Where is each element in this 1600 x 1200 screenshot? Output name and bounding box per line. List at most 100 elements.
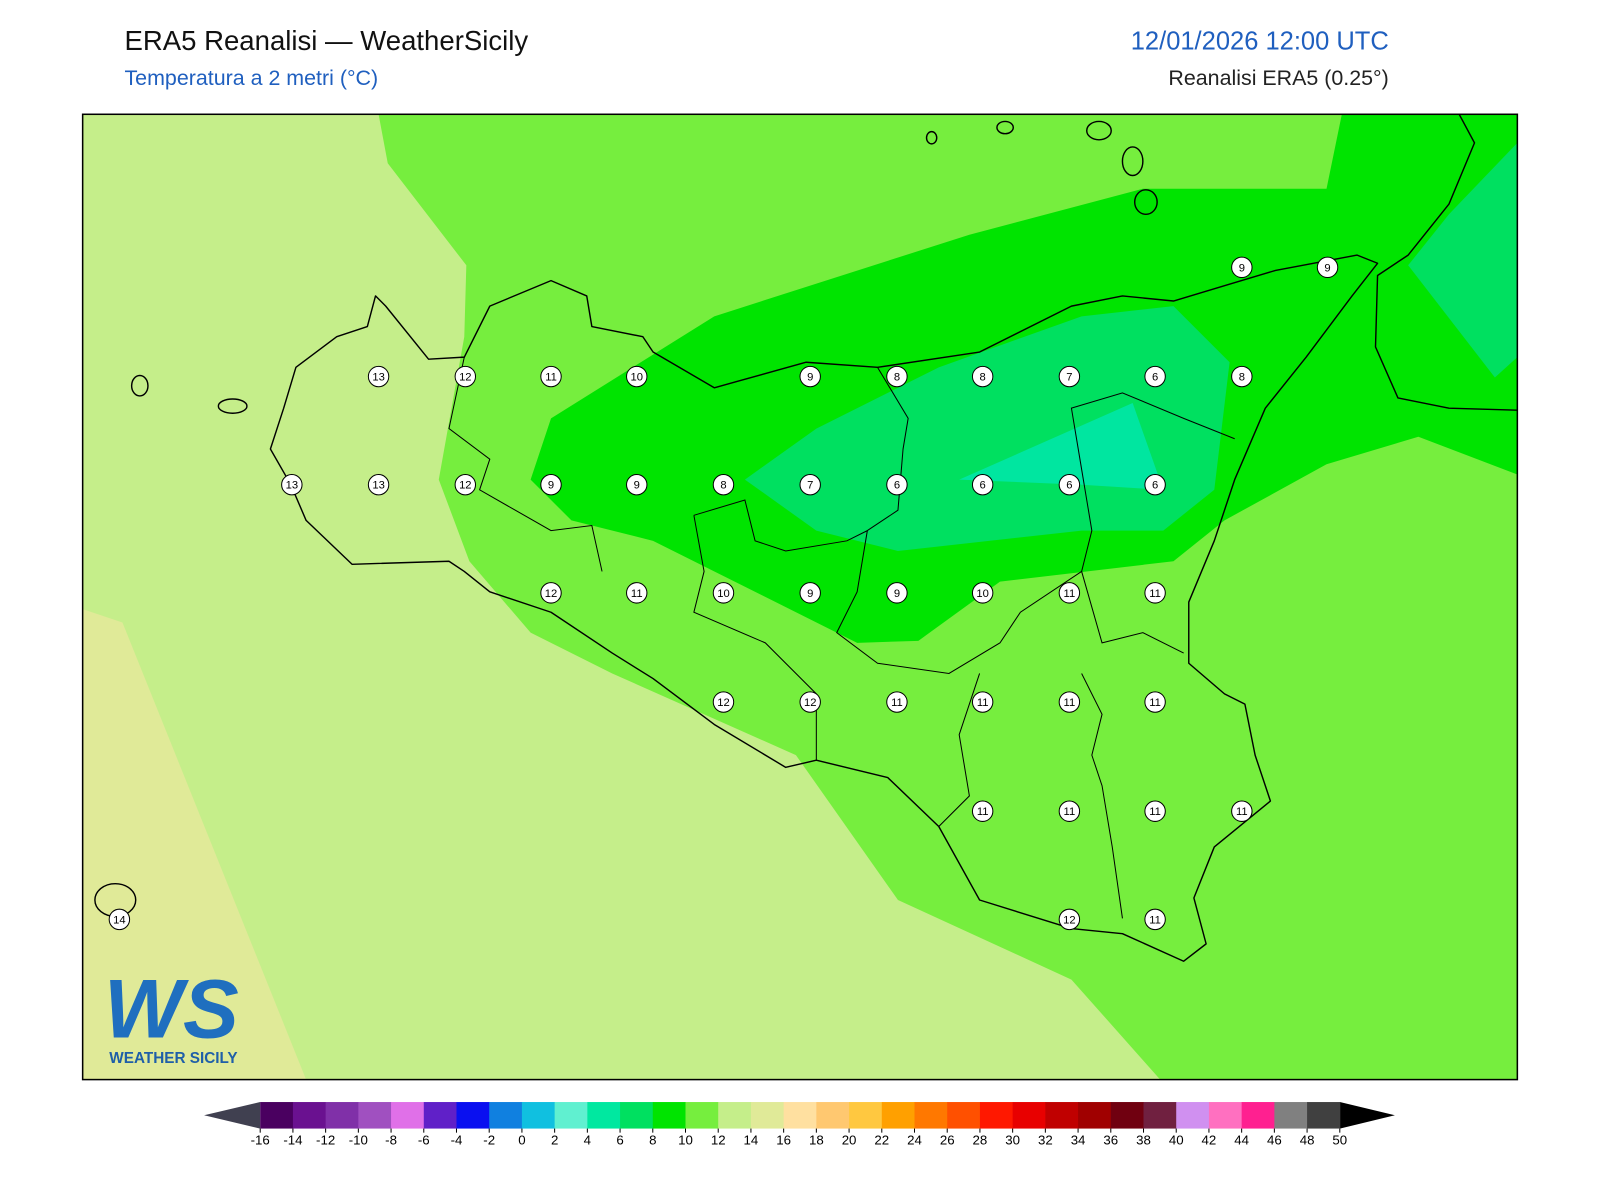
zone-4-6 xyxy=(959,403,1164,490)
station-value: 10 xyxy=(630,372,642,384)
colorbar-tick-label: 10 xyxy=(678,1132,693,1147)
colorbar-segment xyxy=(1307,1102,1341,1129)
station-value: 7 xyxy=(1066,372,1072,384)
colorbar-segment xyxy=(456,1102,490,1129)
station-value: 11 xyxy=(1149,914,1161,926)
colorbar-tick-label: 20 xyxy=(842,1132,857,1147)
colorbar-tick-label: 42 xyxy=(1202,1132,1217,1147)
station-marker xyxy=(626,473,648,496)
station-value: 8 xyxy=(1239,372,1245,384)
zone-6-8 xyxy=(1408,142,1518,378)
station-marker xyxy=(626,582,648,604)
island xyxy=(1133,189,1158,215)
colorbar-tick-label: 44 xyxy=(1234,1132,1249,1147)
station-value: 6 xyxy=(1152,372,1158,384)
colorbar-segment xyxy=(1143,1102,1177,1129)
colorbar-tick-label: 48 xyxy=(1300,1132,1315,1147)
colorbar-segment xyxy=(358,1102,392,1129)
station-value: 11 xyxy=(1149,588,1161,600)
colorbar-tick-label: 2 xyxy=(551,1132,558,1147)
colorbar-tick-label: 38 xyxy=(1136,1132,1151,1147)
coastline-calabria xyxy=(1374,114,1518,411)
coastline xyxy=(269,254,1379,962)
station-marker xyxy=(540,365,562,388)
station-marker xyxy=(712,473,735,496)
station-value: 12 xyxy=(1063,914,1075,926)
colorbar: -16 -14 -12 -10 -8 -6 -4 -2 0 2 4 6 8 10 12 14 16 18 20 22 2… xyxy=(204,1102,1395,1147)
station-marker xyxy=(1058,691,1081,713)
colorbar-tick-label: 50 xyxy=(1332,1132,1347,1147)
colorbar-segment xyxy=(1241,1102,1275,1129)
station-marker xyxy=(1231,365,1253,388)
station-marker xyxy=(886,582,908,604)
logo: WS WEATHER SICILY xyxy=(104,961,239,1067)
colorbar-segment xyxy=(947,1102,981,1129)
station-marker xyxy=(799,582,821,604)
station-value: 9 xyxy=(807,588,813,600)
subtitle: Temperatura a 2 metri (°C) xyxy=(124,66,378,90)
station-value: 9 xyxy=(634,480,640,492)
colorbar-tick-label: 28 xyxy=(973,1132,988,1147)
station-value: 7 xyxy=(807,480,813,492)
station-value: 12 xyxy=(717,697,729,709)
island xyxy=(217,398,248,414)
colorbar-segment xyxy=(292,1102,327,1129)
colorbar-segment xyxy=(1012,1102,1046,1129)
colorbar-tick-label: 12 xyxy=(711,1132,726,1147)
station-marker xyxy=(1231,256,1253,279)
station-marker xyxy=(971,473,994,496)
colorbar-tick-label: -8 xyxy=(385,1132,397,1147)
station-value: 11 xyxy=(891,697,903,709)
colorbar-tick-label: 34 xyxy=(1071,1132,1086,1147)
station-marker xyxy=(799,691,821,713)
station-marker xyxy=(799,473,821,496)
station-marker xyxy=(971,691,994,713)
station-marker xyxy=(1144,908,1166,931)
station-value: 11 xyxy=(1149,697,1161,709)
station-value: 11 xyxy=(977,806,989,818)
colorbar-segment xyxy=(849,1102,883,1129)
colorbar-segment xyxy=(816,1102,850,1129)
colorbar-segment xyxy=(685,1102,719,1129)
colorbar-tick-label: 26 xyxy=(940,1132,955,1147)
colorbar-segment xyxy=(521,1102,556,1129)
colorbar-segment xyxy=(1045,1102,1079,1129)
station-marker xyxy=(367,365,390,388)
station-marker xyxy=(971,365,994,388)
station-marker xyxy=(108,908,131,931)
colorbar-segment xyxy=(1274,1102,1308,1129)
colorbar-segment xyxy=(1176,1102,1210,1129)
zone-6-8 xyxy=(744,306,1230,552)
station-marker xyxy=(1231,800,1253,822)
colorbar-tick-label: -4 xyxy=(451,1132,463,1147)
station-value: 11 xyxy=(545,372,557,384)
station-marker xyxy=(540,473,562,496)
station-marker xyxy=(1058,582,1081,604)
map-frame xyxy=(81,113,1519,1081)
station-marker xyxy=(971,800,994,822)
station-value: 10 xyxy=(976,588,988,600)
station-value: 6 xyxy=(1152,480,1158,492)
colorbar-segment xyxy=(1208,1102,1243,1129)
station-value: 8 xyxy=(720,480,726,492)
station-value: 11 xyxy=(977,697,989,709)
colorbar-segment xyxy=(587,1102,621,1129)
colorbar-segment xyxy=(1078,1102,1112,1129)
island xyxy=(925,130,938,145)
station-value: 6 xyxy=(980,480,986,492)
colorbar-tick-label: 40 xyxy=(1169,1132,1184,1147)
station-value: 14 xyxy=(113,914,125,926)
colorbar-tick-label: 46 xyxy=(1267,1132,1282,1147)
station-marker xyxy=(1316,256,1339,279)
zone-14-16 xyxy=(82,609,307,1080)
station-marker xyxy=(1058,908,1081,931)
colorbar-segment xyxy=(750,1102,785,1129)
station-value: 12 xyxy=(459,372,471,384)
station-marker xyxy=(1144,800,1166,822)
station-value: 9 xyxy=(1324,262,1330,274)
colorbar-tick-label: 32 xyxy=(1038,1132,1053,1147)
title: ERA5 Reanalisi — WeatherSicily xyxy=(124,25,528,56)
colorbar-segment xyxy=(881,1102,916,1129)
province-boundary xyxy=(448,357,1235,919)
station-marker xyxy=(712,582,735,604)
